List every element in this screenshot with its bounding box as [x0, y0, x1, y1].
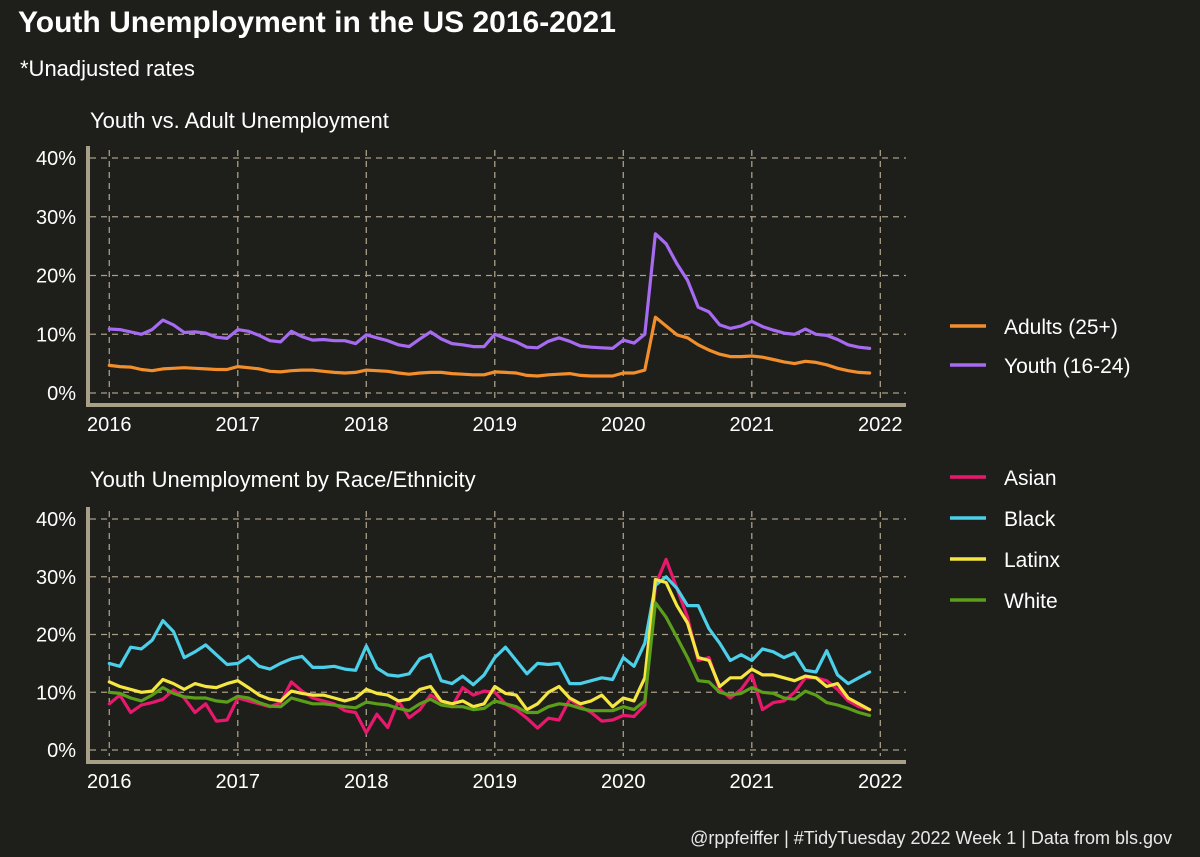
- y-tick-label: 0%: [47, 383, 76, 405]
- legend-label: Youth (16-24): [1004, 355, 1130, 378]
- x-tick-label: 2022: [858, 414, 903, 436]
- y-tick-label: 30%: [36, 567, 76, 589]
- series-line-white: [107, 601, 872, 718]
- series-line-black: [107, 575, 872, 687]
- y-tick-label: 40%: [36, 148, 76, 170]
- x-tick-label: 2021: [730, 414, 775, 436]
- panel-title: Youth vs. Adult Unemployment: [90, 108, 389, 133]
- x-tick-label: 2020: [601, 771, 646, 793]
- series-line-asian: [107, 557, 872, 735]
- figure-subtitle: *Unadjusted rates: [20, 56, 195, 81]
- x-tick-label: 2021: [730, 771, 775, 793]
- figure-caption: @rppfeiffer | #TidyTuesday 2022 Week 1 |…: [690, 828, 1172, 848]
- x-tick-label: 2019: [473, 771, 518, 793]
- x-tick-label: 2019: [473, 414, 518, 436]
- x-tick-label: 2022: [858, 771, 903, 793]
- legend-label: Latinx: [1004, 549, 1061, 572]
- y-tick-label: 40%: [36, 509, 76, 531]
- series-line-latinx: [107, 577, 872, 712]
- legend-label: Black: [1004, 508, 1056, 531]
- panel-1: Youth vs. Adult Unemployment 0% 10% 20% 30% 4…: [36, 108, 1131, 436]
- x-tick-label: 2016: [87, 771, 132, 793]
- legend-label: White: [1004, 590, 1058, 613]
- series-line-adults-25: [107, 315, 872, 378]
- legend-label: Asian: [1004, 467, 1057, 490]
- x-tick-label: 2017: [216, 414, 261, 436]
- x-tick-label: 2018: [344, 414, 389, 436]
- y-tick-label: 20%: [36, 625, 76, 647]
- x-tick-label: 2017: [216, 771, 261, 793]
- y-tick-label: 20%: [36, 266, 76, 288]
- x-tick-label: 2016: [87, 414, 132, 436]
- y-tick-label: 30%: [36, 207, 76, 229]
- figure-title: Youth Unemployment in the US 2016-2021: [18, 6, 616, 39]
- legend-label: Adults (25+): [1004, 316, 1118, 339]
- y-tick-label: 10%: [36, 682, 76, 704]
- series-line-youth-16-24: [107, 232, 872, 350]
- x-tick-label: 2018: [344, 771, 389, 793]
- y-tick-label: 0%: [47, 740, 76, 762]
- y-tick-label: 10%: [36, 324, 76, 346]
- panel-title: Youth Unemployment by Race/Ethnicity: [90, 467, 476, 492]
- panel-2: Youth Unemployment by Race/Ethnicity 0% 10…: [36, 467, 1061, 793]
- x-tick-label: 2020: [601, 414, 646, 436]
